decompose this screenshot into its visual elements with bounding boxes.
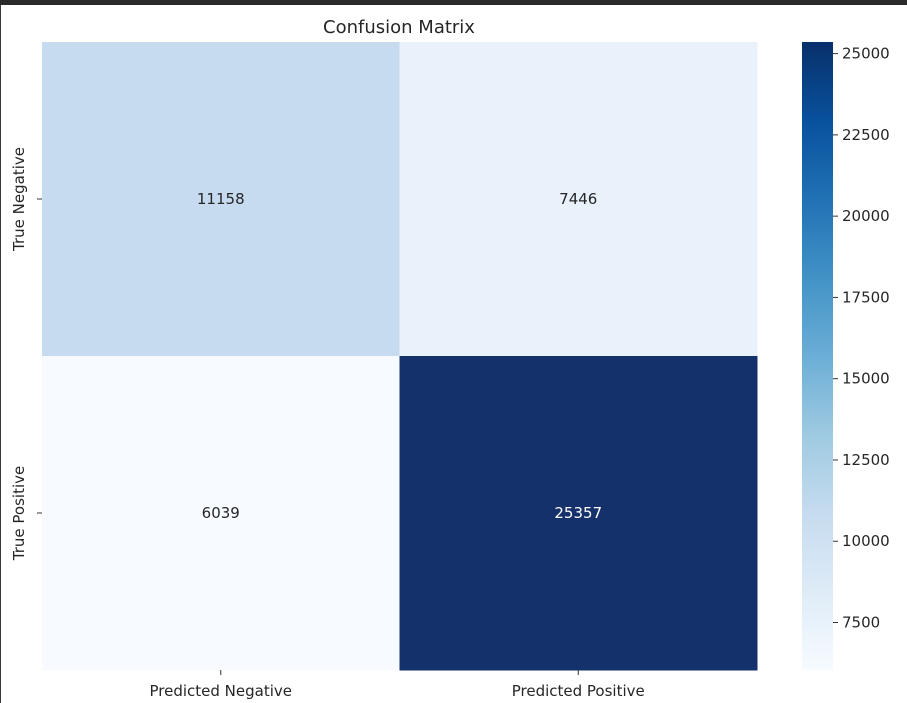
x-tick-label-0: Predicted Negative — [150, 682, 293, 700]
window-top-bar — [0, 0, 907, 5]
heatmap-cells — [42, 42, 758, 671]
colorbar-ticks: 7500 10000 12500 15000 17500 20000 22500 25000 — [833, 45, 890, 632]
window-left-border — [0, 5, 1, 703]
heatmap-cell-1-1 — [399, 356, 758, 671]
y-axis: True Negative True Positive — [10, 147, 42, 561]
colorbar-tick-label-4: 17500 — [842, 288, 890, 306]
colorbar-tick-label-7: 25000 — [842, 45, 890, 63]
x-tick-label-1: Predicted Positive — [512, 682, 645, 700]
cell-value-0-1: 7446 — [559, 190, 597, 208]
colorbar-tick-label-5: 20000 — [842, 207, 890, 225]
cell-value-1-1: 25357 — [554, 504, 602, 522]
colorbar-tick-label-1: 10000 — [842, 532, 890, 550]
colorbar-tick-label-2: 12500 — [842, 451, 890, 469]
heatmap-cell-1-0 — [42, 356, 400, 671]
heatmap-cell-0-1 — [399, 42, 758, 357]
y-tick-label-1: True Positive — [10, 466, 28, 561]
colorbar — [802, 42, 833, 670]
cell-value-1-0: 6039 — [202, 504, 240, 522]
heatmap-cell-0-0 — [42, 42, 400, 357]
cell-value-labels: 11158 7446 6039 25357 — [197, 190, 602, 522]
x-axis: Predicted Negative Predicted Positive — [150, 670, 645, 700]
colorbar-tick-label-0: 7500 — [842, 614, 880, 632]
chart-title: Confusion Matrix — [323, 17, 475, 38]
y-tick-label-0: True Negative — [10, 147, 28, 252]
cell-value-0-0: 11158 — [197, 190, 245, 208]
colorbar-tick-label-3: 15000 — [842, 370, 890, 388]
colorbar-tick-label-6: 22500 — [842, 126, 890, 144]
